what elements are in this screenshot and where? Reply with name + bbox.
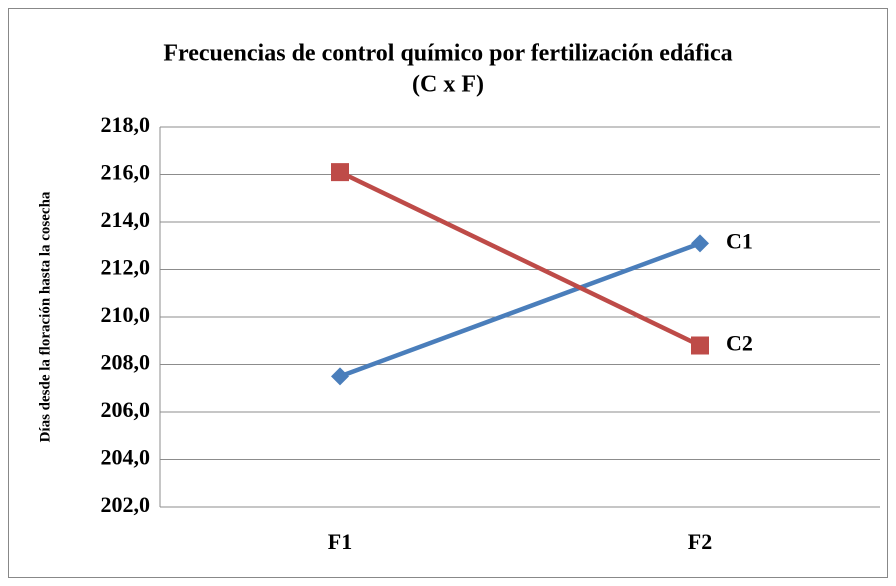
chart-title: (C x F) [412, 72, 484, 98]
y-tick-label: 214,0 [101, 207, 151, 232]
y-tick-label: 208,0 [101, 350, 151, 375]
chart-title: Frecuencias de control químico por ferti… [163, 41, 732, 67]
y-axis-label: Días desde la floración hasta la cosecha [37, 191, 53, 442]
marker [691, 234, 709, 253]
y-tick-label: 210,0 [101, 302, 151, 327]
y-tick-label: 202,0 [101, 492, 151, 517]
y-tick-label: 216,0 [101, 160, 151, 185]
marker [691, 336, 709, 355]
y-tick-label: 212,0 [101, 255, 151, 280]
marker [331, 367, 349, 386]
x-tick-label: F2 [688, 529, 712, 554]
series-line [339, 170, 701, 348]
series-line [339, 241, 701, 379]
y-tick-label: 206,0 [101, 397, 151, 422]
chart-border [8, 8, 888, 578]
y-tick-label: 218,0 [101, 112, 151, 137]
marker [331, 163, 349, 182]
y-tick-label: 204,0 [101, 445, 151, 470]
x-tick-label: F1 [328, 529, 352, 554]
series-label: C2 [726, 331, 753, 356]
series-label: C1 [726, 228, 753, 253]
